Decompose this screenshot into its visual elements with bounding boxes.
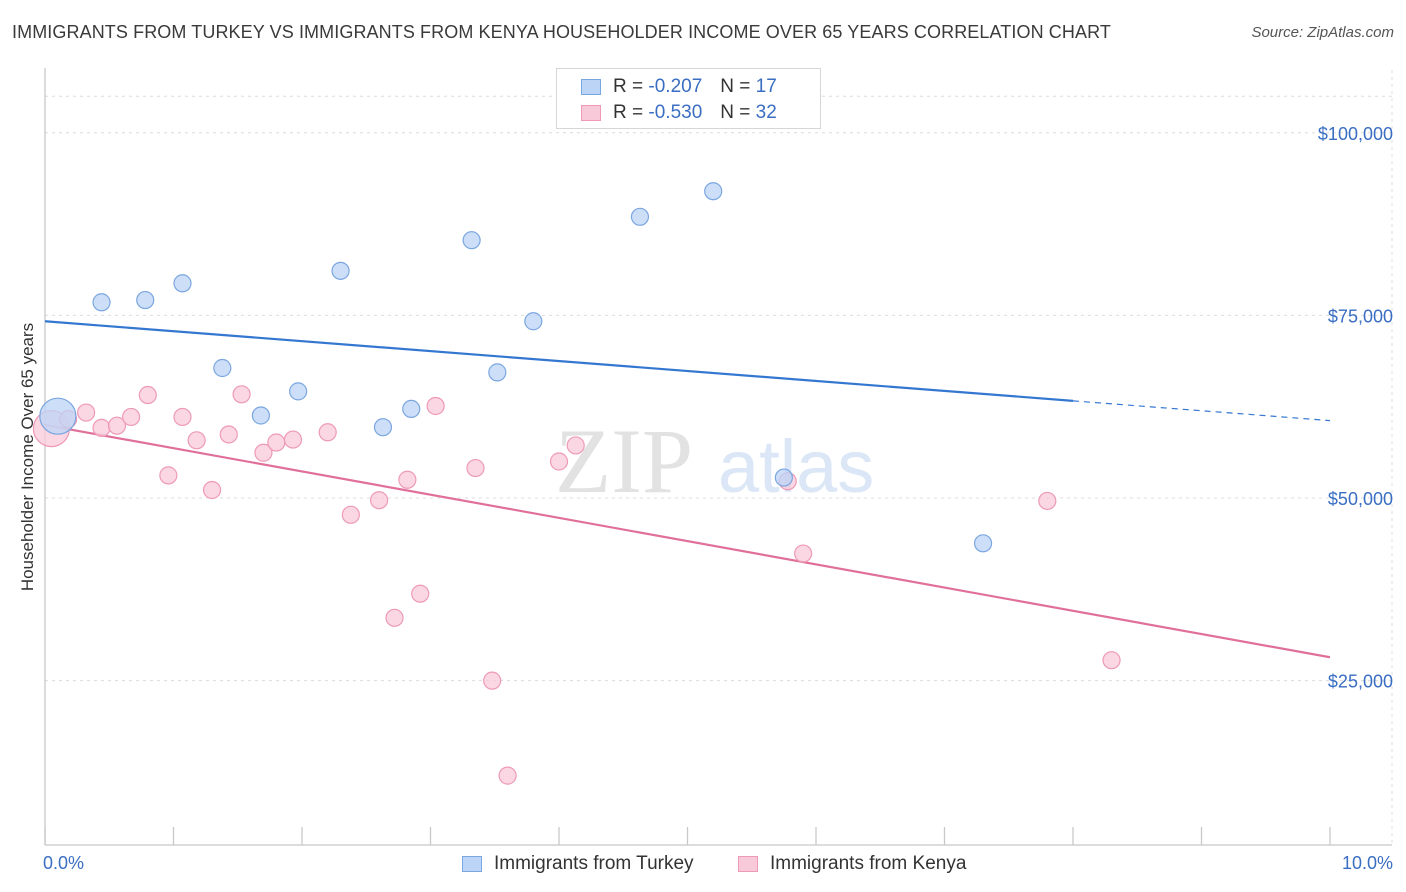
data-point-kenya — [794, 544, 813, 563]
data-point-kenya — [173, 407, 192, 427]
y-axis-label: Householder Income Over 65 years — [18, 322, 37, 592]
data-point-turkey — [630, 207, 650, 226]
data-point-turkey — [331, 261, 350, 280]
data-point-kenya — [138, 385, 157, 405]
bottom-legend-kenya[interactable]: Immigrants from Kenya — [738, 852, 966, 876]
data-point-turkey — [251, 406, 270, 425]
legend-row-kenya: R = -0.530 N = 32 — [581, 101, 777, 125]
data-point-kenya — [202, 480, 222, 500]
x-tick-label: 0.0% — [43, 853, 84, 873]
trend-line-kenya — [44, 423, 1331, 659]
legend-swatch-kenya — [738, 856, 758, 872]
data-point-kenya — [483, 671, 502, 690]
data-point-kenya — [77, 403, 96, 422]
watermark-zip: ZIP — [555, 410, 693, 512]
data-point-kenya — [1038, 491, 1057, 511]
data-point-kenya — [187, 431, 206, 450]
data-point-turkey — [524, 312, 543, 331]
data-point-turkey — [462, 231, 481, 250]
data-point-turkey — [173, 274, 192, 293]
y-tick-label: $100,000 — [1318, 124, 1393, 144]
legend-label-kenya: Immigrants from Kenya — [770, 853, 967, 874]
axes — [44, 68, 1392, 846]
data-point-kenya — [370, 491, 389, 510]
legend-swatch-turkey — [581, 79, 601, 95]
legend-r-value: -0.530 — [648, 102, 703, 123]
data-point-kenya — [283, 430, 303, 449]
data-point-turkey — [39, 397, 77, 435]
data-point-kenya — [466, 458, 485, 478]
legend-swatch-turkey — [462, 856, 482, 872]
data-point-turkey — [488, 363, 507, 382]
data-point-turkey — [774, 468, 793, 487]
y-tick-label: $25,000 — [1328, 672, 1393, 692]
legend-label-turkey: Immigrants from Turkey — [494, 853, 694, 874]
bottom-legend-turkey[interactable]: Immigrants from Turkey — [462, 852, 694, 876]
legend-r-label: R = — [613, 102, 644, 123]
data-point-kenya — [341, 505, 360, 524]
legend-r-label: R = — [613, 76, 644, 97]
watermark-atlas: atlas — [718, 425, 874, 508]
data-point-turkey — [213, 358, 232, 378]
y-tick-label: $50,000 — [1328, 489, 1393, 509]
legend-n-value: 32 — [755, 102, 777, 123]
y-tick-label: $75,000 — [1328, 306, 1393, 326]
chart-title: IMMIGRANTS FROM TURKEY VS IMMIGRANTS FRO… — [12, 22, 1111, 42]
data-point-kenya — [107, 416, 127, 435]
data-point-kenya — [159, 466, 178, 485]
data-point-kenya — [219, 425, 238, 444]
legend-n-label: N = — [720, 76, 751, 97]
data-point-turkey — [92, 293, 111, 312]
data-point-kenya — [1102, 651, 1121, 670]
data-point-kenya — [254, 443, 273, 462]
data-point-turkey — [289, 382, 308, 401]
trend-line-turkey-extension — [1072, 400, 1331, 422]
data-point-kenya — [398, 470, 417, 489]
correlation-legend: R = -0.207 N = 17 R = -0.530 N = 32 — [556, 68, 821, 129]
data-point-kenya — [566, 436, 585, 455]
data-point-kenya — [267, 433, 286, 452]
data-point-turkey — [402, 399, 421, 419]
watermark: ZIP atlas — [555, 410, 874, 512]
legend-swatch-kenya — [581, 105, 601, 121]
data-point-kenya — [318, 423, 337, 442]
legend-r-value: -0.207 — [648, 76, 703, 97]
data-point-kenya — [121, 407, 141, 427]
legend-n-label: N = — [720, 102, 751, 123]
data-points — [32, 182, 1121, 785]
tick-labels: $25,000 $50,000 $75,000 $100,000 0.0% 10.0% — [43, 124, 1393, 873]
data-point-kenya — [232, 385, 251, 404]
data-point-turkey — [136, 290, 155, 310]
data-point-turkey — [704, 182, 723, 201]
x-tick-label: 10.0% — [1342, 853, 1393, 873]
data-point-turkey — [373, 418, 393, 437]
data-point-kenya — [92, 418, 111, 437]
data-point-turkey — [973, 534, 993, 553]
legend-n-value: 17 — [755, 76, 777, 97]
data-point-kenya — [426, 396, 445, 416]
legend-row-turkey: R = -0.207 N = 17 — [581, 75, 777, 99]
data-point-kenya — [498, 766, 517, 785]
data-point-kenya — [411, 584, 430, 603]
data-point-kenya — [385, 608, 404, 627]
trend-lines — [44, 320, 1331, 659]
trend-line-turkey — [44, 320, 1074, 402]
source-label: Source: ZipAtlas.com — [1251, 24, 1394, 41]
data-point-kenya — [549, 452, 569, 471]
